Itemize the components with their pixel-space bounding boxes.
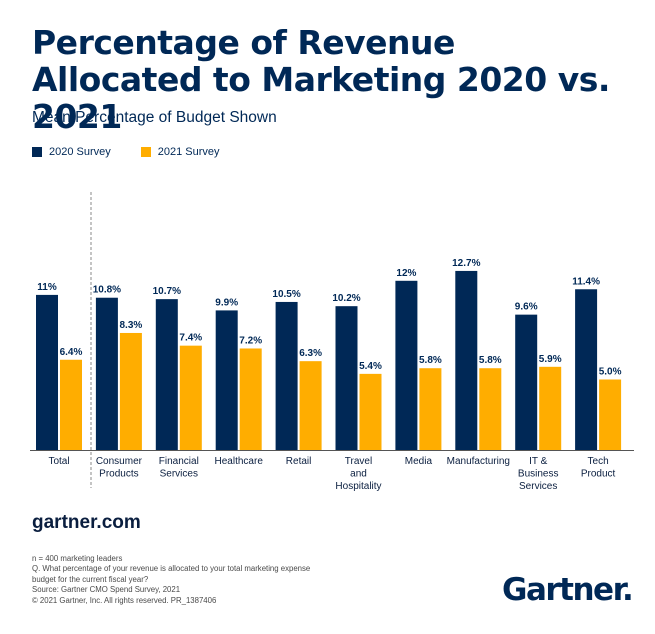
data-label-2021: 5.8%	[479, 355, 502, 366]
data-label-2020: 12.7%	[452, 258, 480, 269]
legend-swatch-2021	[140, 147, 151, 157]
bar-2020	[335, 306, 358, 450]
bar-2020	[155, 299, 178, 450]
data-label-2020: 10.2%	[332, 293, 360, 304]
data-label-2021: 6.4%	[60, 347, 83, 358]
bar-2020	[515, 314, 538, 450]
bar-2020	[395, 280, 418, 450]
bar-2020	[215, 310, 238, 450]
data-label-2021: 5.8%	[419, 355, 442, 366]
bar-2021	[539, 366, 562, 450]
bar-2021	[60, 359, 82, 450]
data-label-2020: 10.5%	[272, 289, 300, 300]
data-label-2021: 7.4%	[179, 333, 202, 344]
bar-2021	[179, 345, 202, 450]
logo-wordmark: Gartner	[502, 572, 623, 608]
footnote-question-2: budget for the current fiscal year?	[32, 574, 149, 584]
category-label: Product	[581, 469, 616, 480]
category-label: IT &	[529, 456, 547, 467]
category-label: Services	[519, 481, 557, 492]
data-label-2020: 9.6%	[515, 302, 538, 313]
legend-label-2020: 2020 Survey	[49, 146, 111, 158]
category-label: Financial	[159, 456, 199, 467]
category-label: Consumer	[96, 456, 143, 467]
data-label-2020: 11.4%	[572, 276, 600, 287]
bar-2020	[455, 270, 478, 450]
bar-2020	[275, 301, 298, 450]
footnote-copyright: © 2021 Gartner, Inc. All rights reserved…	[32, 595, 217, 605]
bar-2021	[419, 368, 442, 450]
legend-item-2020: 2020 Survey	[32, 146, 111, 158]
bar-2021	[299, 361, 322, 450]
bar-2021	[239, 348, 262, 450]
data-label-2020: 12%	[396, 268, 416, 279]
bar-2020	[95, 297, 118, 450]
category-label: Healthcare	[215, 456, 264, 467]
data-label-2021: 5.0%	[599, 367, 622, 378]
category-label: and	[350, 469, 367, 480]
data-label-2021: 5.9%	[539, 354, 562, 365]
category-label: Hospitality	[335, 481, 381, 492]
data-label-2020: 11%	[37, 282, 57, 293]
chart-subtitle: Mean Percentage of Budget Shown	[32, 109, 277, 126]
footnote-question-1: Q. What percentage of your revenue is al…	[32, 564, 311, 574]
category-label: Business	[518, 469, 559, 480]
footnotes: n = 400 marketing leaders Q. What percen…	[32, 554, 352, 606]
bar-2020	[36, 294, 58, 450]
category-label: Travel	[345, 456, 372, 467]
bar-2021	[359, 373, 382, 450]
category-label: Manufacturing	[447, 456, 510, 467]
legend: 2020 Survey 2021 Survey	[32, 146, 250, 158]
data-label-2021: 5.4%	[359, 361, 382, 372]
gartner-logo: Gartner.	[502, 572, 634, 608]
footnote-sample: n = 400 marketing leaders	[32, 554, 123, 563]
data-label-2020: 10.8%	[93, 285, 121, 296]
category-label: Total	[48, 456, 69, 467]
bar-2021	[119, 332, 142, 450]
bar-2020	[575, 289, 598, 450]
bar-2021	[479, 368, 502, 450]
legend-label-2021: 2021 Survey	[157, 146, 220, 158]
category-label: Products	[99, 469, 138, 480]
data-label-2021: 7.2%	[239, 335, 262, 346]
logo-mark: .	[621, 572, 634, 608]
category-label: Tech	[588, 456, 609, 467]
website-url: gartner.com	[32, 512, 141, 533]
chart-title: Percentage of Revenue Allocated to Marke…	[32, 23, 610, 136]
data-label-2020: 10.7%	[153, 286, 181, 297]
category-label: Services	[160, 469, 198, 480]
data-label-2020: 9.9%	[215, 297, 238, 308]
data-label-2021: 6.3%	[299, 348, 322, 359]
data-label-2021: 8.3%	[120, 320, 143, 331]
category-label: Retail	[286, 456, 312, 467]
legend-item-2021: 2021 Survey	[140, 146, 220, 158]
category-label: Media	[405, 456, 433, 467]
bar-2021	[599, 379, 622, 450]
footnote-source: Source: Gartner CMO Spend Survey, 2021	[32, 585, 181, 595]
legend-swatch-2020	[32, 147, 42, 157]
bar-chart: 11% 6.4% Total 10.8% 8.3% Consumer Products 10.…	[30, 192, 634, 492]
